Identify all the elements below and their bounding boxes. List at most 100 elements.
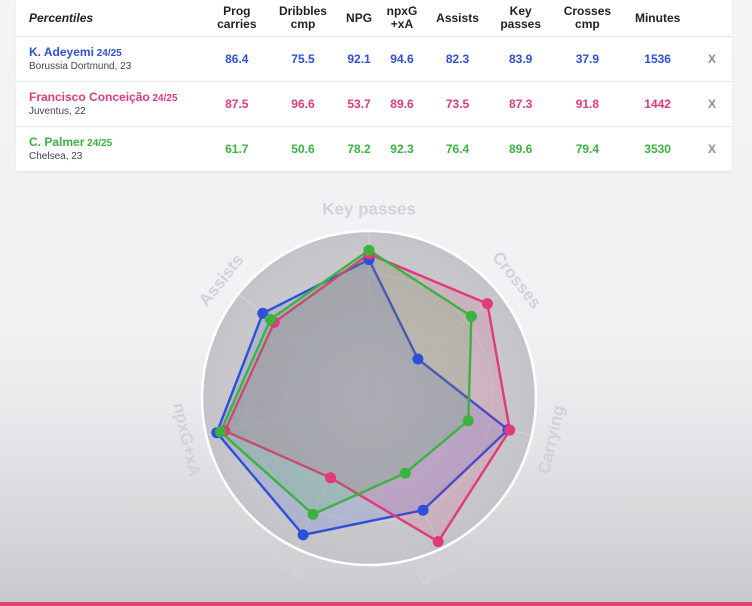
grid-spoke <box>368 294 499 399</box>
column-header[interactable]: Prog carries <box>207 0 267 37</box>
series-area <box>223 252 511 543</box>
grid-spoke <box>296 397 370 547</box>
table-row: Francisco Conceição 24/25 Juventus, 22 87.… <box>16 81 732 127</box>
data-point <box>307 508 319 520</box>
column-header-label: cmp <box>575 17 600 31</box>
series-area <box>219 248 473 516</box>
data-point <box>297 529 309 541</box>
player-name[interactable]: K. Adeyemi 24/25 <box>29 45 207 61</box>
player-cell[interactable]: C. Palmer 24/25 Chelsea, 23 <box>16 126 207 172</box>
column-header-label: Key <box>509 4 532 18</box>
column-header-label: +xA <box>390 17 414 31</box>
table-row: K. Adeyemi 24/25 Borussia Dortmund, 23 86.… <box>16 36 732 82</box>
stat-cell: 92.3 <box>378 126 426 172</box>
stat-cell: 79.4 <box>551 126 624 172</box>
data-point <box>504 424 516 436</box>
data-point <box>325 472 337 484</box>
player-meta: Chelsea, 23 <box>29 151 83 162</box>
remove-player-button[interactable]: X <box>692 36 732 82</box>
axis-label: NPG <box>267 550 308 583</box>
data-point <box>432 536 444 548</box>
data-point <box>417 504 429 516</box>
data-point <box>363 244 375 256</box>
column-header[interactable]: npxG +xA <box>378 0 426 37</box>
player-season: 24/25 <box>149 93 178 104</box>
data-point <box>399 467 411 479</box>
column-header-label: npxG <box>386 4 418 18</box>
data-point <box>257 307 269 319</box>
column-header[interactable]: Key passes <box>489 0 552 37</box>
stat-cell: 1536 <box>623 36 692 82</box>
column-header[interactable]: Dribbles cmp <box>266 0 340 37</box>
table-body: K. Adeyemi 24/25 Borussia Dortmund, 23 86.… <box>16 36 732 172</box>
stat-cell: 50.6 <box>266 126 340 172</box>
stat-cell: 87.5 <box>207 81 267 127</box>
column-header-label: Crosses <box>563 4 612 18</box>
stat-cell: 82.3 <box>425 36 490 82</box>
remove-player-button[interactable]: X <box>692 126 732 172</box>
stat-cell: 92.1 <box>339 36 379 82</box>
remove-player-button[interactable]: X <box>692 81 732 127</box>
player-meta: Borussia Dortmund, 23 <box>29 61 132 72</box>
column-header-label: passes <box>500 17 542 31</box>
stat-cell: 3530 <box>623 126 692 172</box>
column-header[interactable]: NPG <box>339 0 379 37</box>
player-name-text: Francisco Conceição <box>29 90 150 104</box>
stat-cell: 89.6 <box>489 126 552 172</box>
column-header-label: carries <box>217 17 257 31</box>
stat-cell: 83.9 <box>489 36 552 82</box>
axis-label: Carrying <box>534 403 568 475</box>
stat-cell: 86.4 <box>207 36 267 82</box>
column-header-label: Prog <box>223 4 251 18</box>
column-header[interactable]: Assists <box>425 0 490 37</box>
percentiles-table: Percentiles Prog carries Dribbles cmp NPG npxG… <box>16 0 732 172</box>
stat-cell: 37.9 <box>551 36 624 82</box>
bottom-accent-line <box>0 602 752 606</box>
player-name[interactable]: Francisco Conceição 24/25 <box>29 90 207 106</box>
radar-series-layer <box>211 244 516 548</box>
table-header-row: Percentiles Prog carries Dribbles cmp NPG npxG… <box>16 0 732 37</box>
data-point <box>462 415 474 427</box>
player-meta: Juventus, 22 <box>29 106 86 117</box>
column-header-label: Dribbles <box>278 4 327 18</box>
stat-cell: 87.3 <box>489 81 552 127</box>
grid-spoke <box>208 397 370 436</box>
data-point <box>412 353 424 365</box>
stat-cell: 1442 <box>623 81 692 127</box>
stat-cell: 53.7 <box>339 81 379 127</box>
column-header[interactable]: Minutes <box>623 0 692 37</box>
column-header[interactable]: Crosses cmp <box>551 0 624 37</box>
player-season: 24/25 <box>84 138 113 149</box>
table-row: C. Palmer 24/25 Chelsea, 23 61.7 50.6 78.2 92… <box>16 126 732 172</box>
header-remove-spacer <box>692 0 732 37</box>
column-header-label: NPG <box>346 10 373 25</box>
header-percentiles: Percentiles <box>16 0 207 37</box>
column-header-label: Minutes <box>634 10 681 25</box>
player-name[interactable]: C. Palmer 24/25 <box>29 135 207 151</box>
column-header-label: cmp <box>290 17 316 31</box>
data-point <box>264 313 276 325</box>
column-header-label: Percentiles <box>29 10 94 25</box>
stat-cell: 61.7 <box>207 126 267 172</box>
player-name-text: K. Adeyemi <box>29 45 94 59</box>
data-point <box>481 298 493 310</box>
stat-cell: 78.2 <box>339 126 379 172</box>
stat-cell: 89.6 <box>378 81 426 127</box>
axis-label: Key passes <box>322 199 416 218</box>
player-season: 24/25 <box>93 48 122 59</box>
column-header-label: Assists <box>436 10 479 25</box>
series-area <box>215 258 510 537</box>
player-cell[interactable]: K. Adeyemi 24/25 Borussia Dortmund, 23 <box>16 36 207 82</box>
stat-cell: 94.6 <box>378 36 426 82</box>
player-cell[interactable]: Francisco Conceição 24/25 Juventus, 22 <box>16 81 207 127</box>
stat-cell: 75.5 <box>266 36 340 82</box>
stat-cell: 76.4 <box>425 126 490 172</box>
data-point <box>465 310 477 322</box>
radar-chart: Key passesCrossesCarryingDribblesNPGnpxG… <box>169 199 568 589</box>
data-point <box>215 426 226 438</box>
player-name-text: C. Palmer <box>29 135 85 149</box>
stat-cell: 91.8 <box>551 81 624 127</box>
axis-label: npxG+xA <box>169 401 204 478</box>
stat-cell: 96.6 <box>266 81 340 127</box>
stat-cell: 73.5 <box>425 81 490 127</box>
